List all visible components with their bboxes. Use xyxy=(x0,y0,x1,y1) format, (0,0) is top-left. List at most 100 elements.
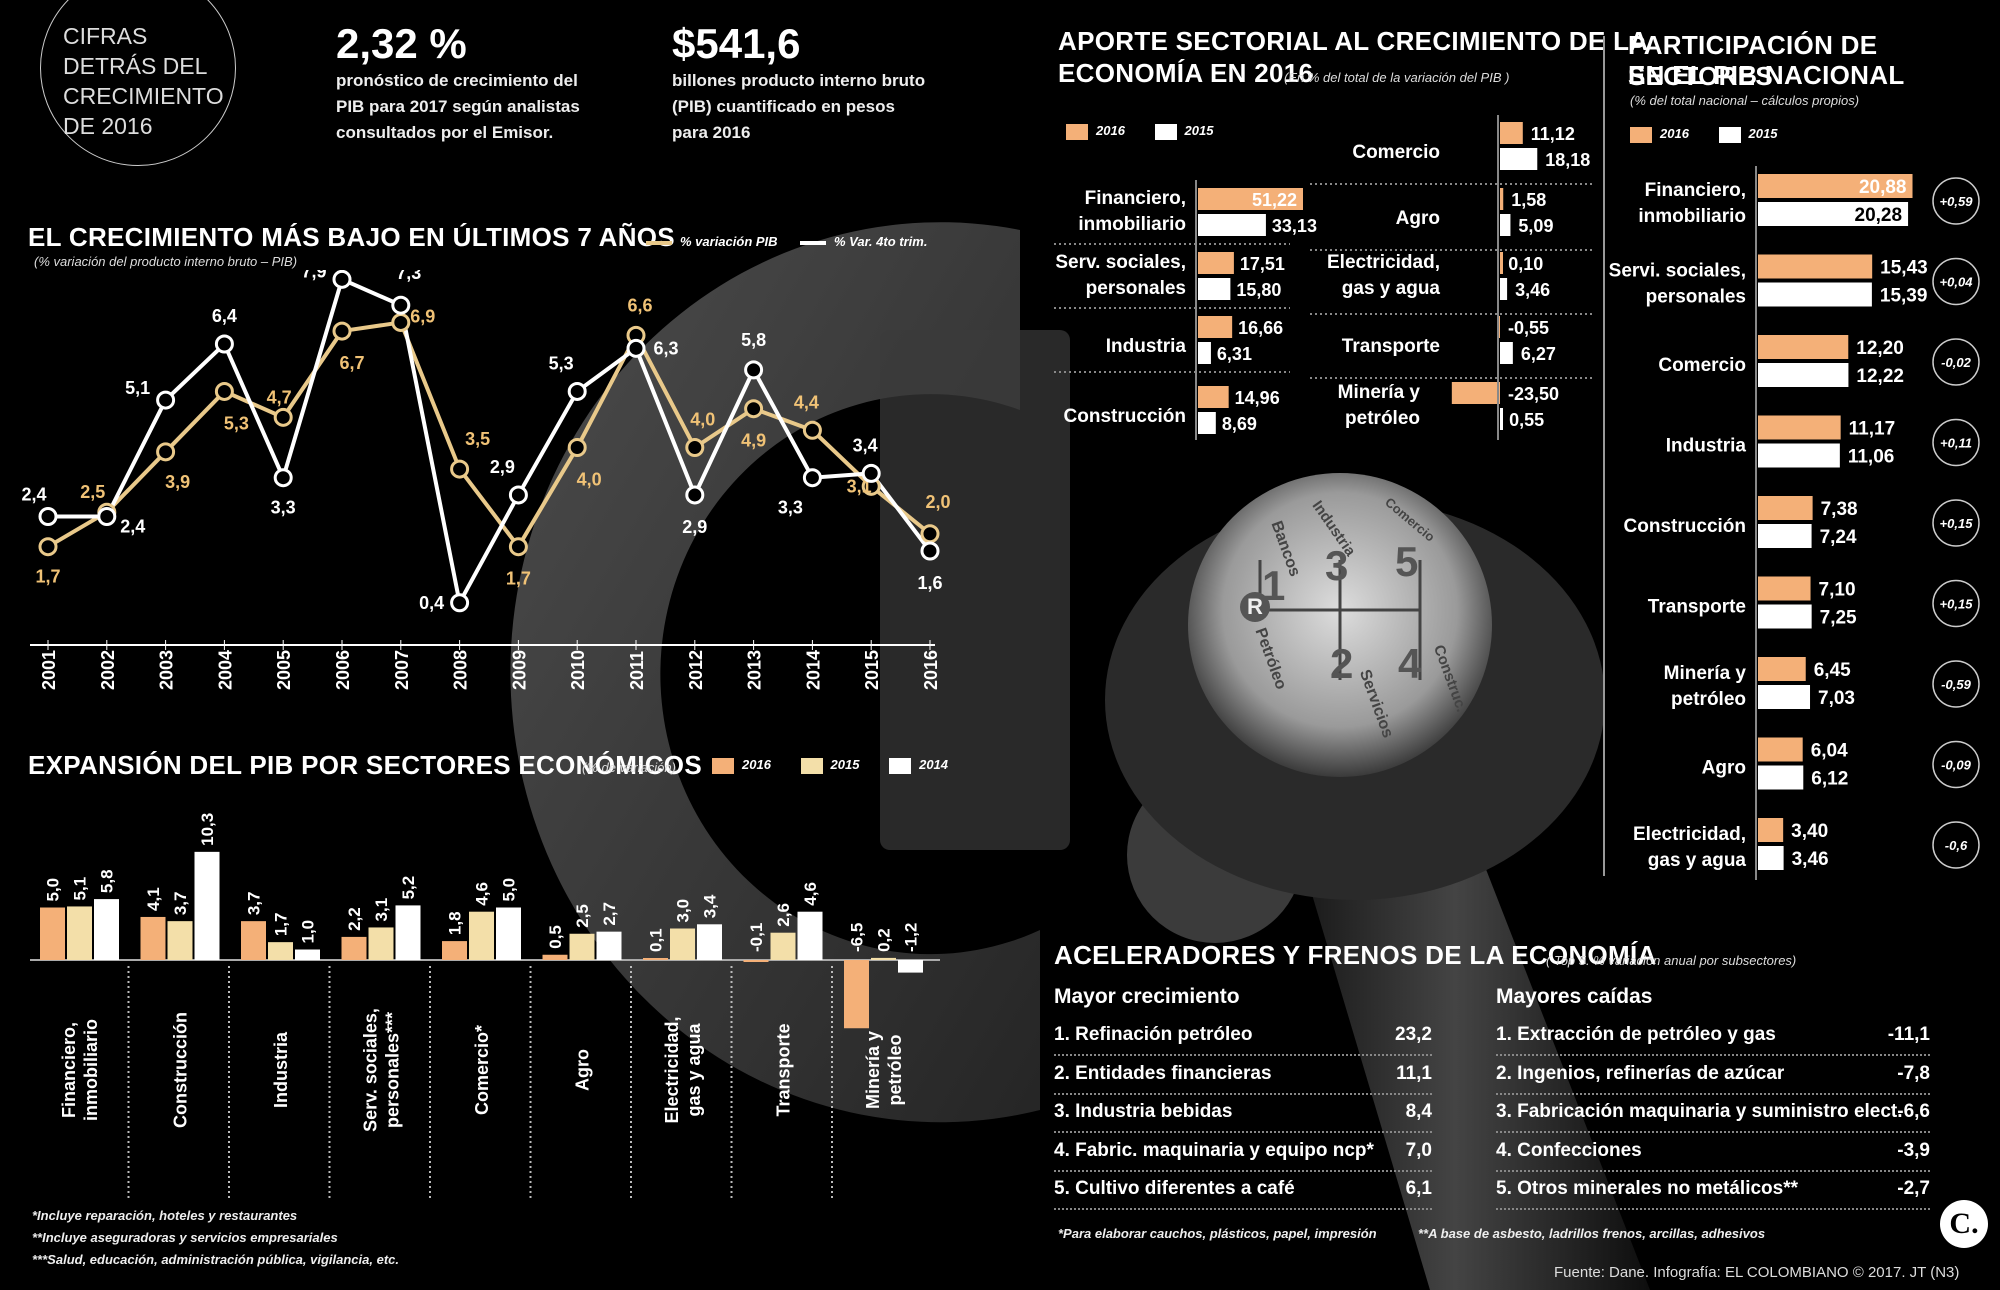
part-label-2015: 3,46 xyxy=(1792,849,1829,870)
acel-left-item-label: 4. Fabric. maquinaria y equipo ncp* xyxy=(1054,1139,1374,1161)
aporte-category-label: Comercio xyxy=(1352,142,1440,163)
sector-bar xyxy=(395,905,421,960)
sector-legend-swatch-2016 xyxy=(712,757,734,774)
sector-bar-label: 3,7 xyxy=(171,892,190,916)
part-delta-circle xyxy=(1932,579,1980,628)
data-point xyxy=(156,442,176,462)
year-label: 2004 xyxy=(215,650,235,690)
participacion-chart: 20,88 20,28 Financiero, inmobiliario +0,59 15… xyxy=(1609,166,1980,880)
part-bar-2016 xyxy=(1758,496,1813,520)
sector-category-label: petróleo xyxy=(885,1034,905,1105)
sector-bar xyxy=(898,960,923,973)
aporte-category-label: Electricidad, xyxy=(1327,252,1440,273)
sector-bar-label: 0,1 xyxy=(647,928,666,952)
data-label: 4,4 xyxy=(794,392,819,412)
data-point xyxy=(744,360,764,380)
part-category-label: Comercio xyxy=(1658,355,1746,376)
data-point xyxy=(391,312,411,332)
aporte-label-2016: 51,22 xyxy=(1252,190,1297,210)
aporte-bar-2015 xyxy=(1500,148,1538,170)
aporte-bar-2015 xyxy=(1198,278,1231,300)
sector-bar-label: 5,0 xyxy=(44,878,63,902)
data-label: 3,3 xyxy=(271,498,296,518)
sector-bar-label: 5,2 xyxy=(399,876,418,900)
data-point xyxy=(214,381,234,401)
data-point xyxy=(567,381,587,401)
data-point xyxy=(273,407,293,427)
year-label: 2016 xyxy=(921,650,941,690)
line-chart-title: EL CRECIMIENTO MÁS BAJO EN ÚLTIMOS 7 AÑO… xyxy=(28,222,675,252)
data-label: 4,0 xyxy=(577,470,602,490)
sector-bar-label: 0,2 xyxy=(875,928,894,952)
sector-bar-label: 1,7 xyxy=(272,913,291,937)
gear-digit-5: 5 xyxy=(1395,538,1419,585)
data-point xyxy=(508,485,528,505)
footnote-2: **Incluye aseguradoras y servicios empre… xyxy=(32,1230,338,1245)
sector-bar xyxy=(770,932,796,960)
sector-category-label: Agro xyxy=(573,1049,593,1091)
year-label: 2007 xyxy=(392,650,412,690)
part-label-2016: 11,17 xyxy=(1849,419,1896,440)
part-category-label: Industria xyxy=(1666,436,1747,457)
part-delta-value: +0,04 xyxy=(1940,275,1974,290)
sector-bar xyxy=(596,931,622,960)
sector-category-label: Electricidad, xyxy=(662,1016,682,1123)
data-label: 2,5 xyxy=(80,482,105,502)
aporte-category-label: Agro xyxy=(1396,208,1440,229)
sector-bar-label: 4,6 xyxy=(473,882,492,906)
part-category-label: Agro xyxy=(1702,758,1746,779)
acel-right-item-label: 4. Confecciones xyxy=(1496,1139,1642,1161)
part-bar-2016 xyxy=(1758,254,1873,279)
line-chart: 2001 2002 2003 2004 2005 2006 2007 2008 2009 2010… xyxy=(21,270,951,690)
part-delta-value: -0,02 xyxy=(1941,355,1971,370)
year-label: 2010 xyxy=(568,650,588,690)
sector-bar-label: 1,8 xyxy=(446,911,465,935)
part-category-label: Servi. sociales, xyxy=(1609,261,1746,282)
acel-left-item-value: 7,0 xyxy=(1405,1139,1432,1161)
part-bar-2016 xyxy=(1758,335,1849,359)
aporte-category-label: Transporte xyxy=(1342,336,1440,357)
acel-left-item-value: 23,2 xyxy=(1395,1024,1432,1045)
sector-legend: 2016 2015 2014 xyxy=(712,757,948,774)
sector-bar xyxy=(341,936,367,960)
aporte-label-2016: 14,96 xyxy=(1235,388,1280,408)
part-category-label: Transporte xyxy=(1648,597,1746,618)
data-label: 6,4 xyxy=(212,306,237,326)
sector-bar xyxy=(167,921,193,960)
participacion-legend: 2016 2015 xyxy=(1630,126,1777,143)
data-label: 0,4 xyxy=(419,593,444,613)
stat1-desc: pronóstico de crecimiento del PIB para 2… xyxy=(336,71,580,142)
part-delta-value: +0,11 xyxy=(1940,436,1972,451)
part-bar-2015 xyxy=(1758,765,1804,790)
data-point xyxy=(332,321,352,341)
gear-digit-2: 2 xyxy=(1330,640,1354,687)
acel-right-item-value: -6,6 xyxy=(1897,1101,1930,1122)
logo-text: C. xyxy=(1949,1207,1979,1240)
sector-category-label: inmobiliario xyxy=(81,1019,101,1121)
part-delta-circle xyxy=(1932,660,1980,708)
data-label: 5,3 xyxy=(224,413,249,433)
participacion-divider xyxy=(1603,36,1605,876)
sector-bar xyxy=(241,921,266,960)
sector-bar-label: 4,6 xyxy=(801,882,820,906)
line-legend-4to-swatch xyxy=(800,240,826,245)
data-point xyxy=(861,463,881,483)
sector-bar xyxy=(569,933,595,960)
sector-chart-title: EXPANSIÓN DEL PIB POR SECTORES ECONÓMICO… xyxy=(28,750,702,780)
stat2-desc: billones producto interno bruto (PIB) cu… xyxy=(672,71,926,142)
acel-right-row-divider xyxy=(1496,1054,1930,1056)
part-delta-circle xyxy=(1932,338,1980,386)
sector-bar xyxy=(542,954,568,960)
acel-left-row-divider xyxy=(1054,1208,1432,1210)
part-delta-circle xyxy=(1932,499,1980,547)
sector-legend-2015: 2015 xyxy=(830,757,860,772)
stat1-value: 2,32 % xyxy=(336,20,467,67)
footnote-3: ***Salud, educación, administración públ… xyxy=(32,1252,399,1267)
sector-bar xyxy=(94,899,119,960)
data-point xyxy=(97,507,117,526)
gear-label-construc: Construc. xyxy=(1430,642,1470,715)
data-point xyxy=(508,537,528,557)
year-label: 2008 xyxy=(451,650,471,690)
acel-right-item-label: 1. Extracción de petróleo y gas xyxy=(1496,1024,1776,1045)
sector-bar-label: 0,5 xyxy=(546,925,565,949)
